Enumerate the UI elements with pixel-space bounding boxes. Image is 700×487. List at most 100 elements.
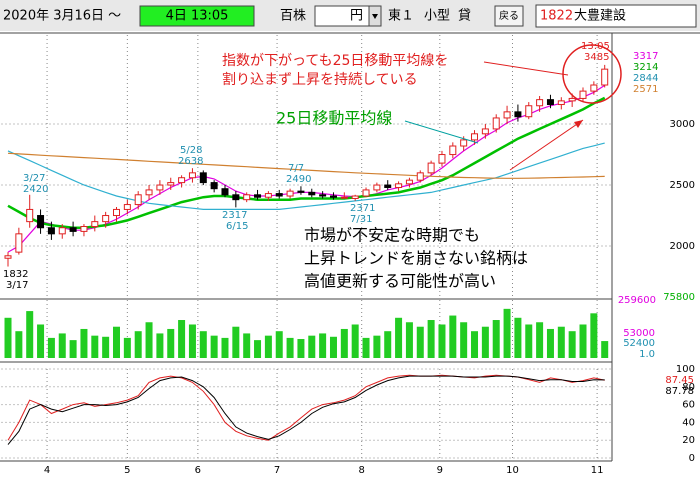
candle-body [438,154,446,164]
volume-bar [308,335,316,358]
volume-bar [319,333,327,358]
candle-body [102,215,110,223]
candle-body [243,194,251,201]
volume-bar [579,324,587,358]
volume-bar [80,328,88,358]
volume-bar [525,324,533,358]
x-tick-label: 8 [359,465,365,476]
volume-bar [286,337,294,358]
x-tick-label: 4 [44,465,50,476]
volume-bar [590,313,598,358]
candle-body [351,195,359,199]
line-series [7,142,605,210]
candle-body [481,128,489,135]
y-tick-label: 0 [689,453,695,464]
x-tick-label: 6 [195,465,201,476]
candle-body [460,139,468,147]
candle-body [329,195,337,198]
volume-bar [601,341,609,358]
candle-body [178,177,186,184]
candle-body [590,84,598,92]
volume-bar [449,315,457,358]
volume-bar [37,324,45,358]
stock-box[interactable] [535,4,697,28]
volume-bar [492,320,500,358]
candle-body [492,117,500,130]
stock-code: 1822 [540,9,573,24]
candle-body [557,100,565,106]
period: 4日 13:05 [166,9,229,24]
volume-label: 75800 [663,292,695,303]
candle-body [37,215,45,229]
candle-body [69,227,77,232]
back-button[interactable] [494,5,524,27]
note: 13:05 [581,41,610,52]
volume-bar [536,322,544,358]
candle-body [297,190,305,193]
candle-body [134,194,142,206]
volume-bar [91,335,99,358]
stoch-last: 87.78 [665,386,694,397]
pointer [483,61,569,76]
y-tick-label: 100 [676,364,695,375]
note: 2317 [222,210,247,221]
candle-body [167,182,175,186]
volume-bar [243,333,251,358]
back-label: 戻る [499,9,519,22]
volume-label: 1.0 [639,349,655,360]
candle-body [15,233,23,253]
candle-body [4,255,12,259]
y-tick-label: 259600 [618,295,656,306]
note: 7/31 [350,214,372,225]
volume-bar [47,337,55,358]
volume-label: 52400 [623,338,655,349]
volume-bar [416,326,424,358]
pointer [404,120,479,144]
candle-body [145,189,153,196]
volume-bar [167,328,175,358]
annotation: 25日移動平均線 [276,109,392,128]
volume-bar [373,335,381,358]
price-notes: 3/27 2420 5/28 2638 7/7 2490 2317 6/15 2… [3,41,610,291]
volume-bar [264,335,272,358]
last-value: 3214 [633,62,658,73]
candle-body [449,145,457,156]
note: 3/27 [23,173,45,184]
volume-bar [145,322,153,358]
date: 2020年 3月16日 ～ [3,9,121,24]
y-tick-label: 2500 [670,180,695,191]
volume-bar [427,320,435,358]
volume-bar [460,322,468,358]
x-tick-label: 5 [124,465,130,476]
candle-body [373,184,381,191]
period-box[interactable] [139,5,255,27]
volume-bar [112,326,120,358]
volume-bar [26,311,34,358]
volume-bar [134,331,142,358]
volume-bar [481,326,489,358]
candle-body [471,133,479,141]
volume-bar [395,317,403,358]
volume-bar [254,340,262,358]
volume-bar [557,326,565,358]
candle-body [112,208,120,217]
candle-body [210,182,218,190]
volume-bar [69,340,77,358]
volume-bar [405,322,413,358]
candle-body [503,111,511,119]
candle-body [568,97,576,102]
stock-name: 大豊建設 [574,8,626,24]
candle-body [232,194,240,201]
note: 5/28 [180,145,202,156]
y-tick-label: 40 [682,417,695,428]
last-value: 3317 [633,51,658,62]
y-tick-label: 20 [682,435,695,446]
volume-bar [514,317,522,358]
volume-bar [340,328,348,358]
candle-body [536,99,544,107]
y-tick-label: 3000 [670,119,695,130]
unit: 百株 [280,9,306,24]
candle-body [91,221,99,228]
price-unit: 円 [350,9,363,24]
y-tick-label: 60 [682,400,695,411]
